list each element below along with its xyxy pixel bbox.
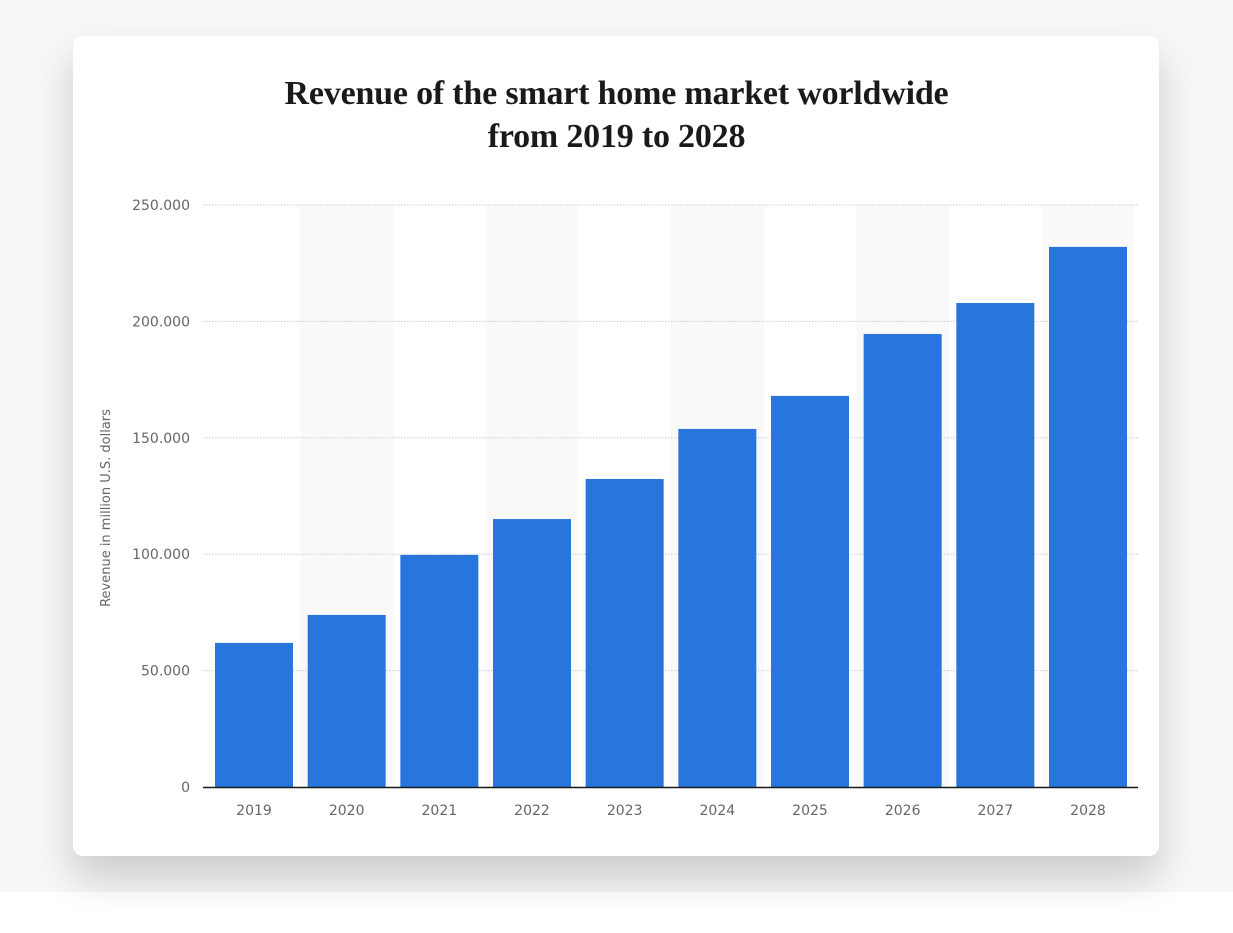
y-tick-label: 200.000 (132, 314, 190, 330)
x-tick-label: 2025 (792, 803, 828, 819)
bar-2027[interactable] (956, 303, 1035, 787)
x-tick-label: 2024 (700, 803, 736, 819)
bars (215, 246, 1127, 788)
x-tick-label: 2027 (978, 803, 1014, 819)
bar-2021[interactable] (400, 554, 479, 787)
x-tick-label: 2020 (329, 803, 365, 819)
bar-2022[interactable] (493, 519, 571, 787)
chart-title: Revenue of the smart home market worldwi… (0, 72, 1233, 158)
y-tick-label: 150.000 (132, 431, 190, 447)
x-tick-label: 2022 (514, 803, 550, 819)
x-tick-labels: 2019 2020 2021 2022 2023 2024 2025 2026 2027 2028 (236, 803, 1106, 819)
y-tick-label: 50.000 (141, 664, 190, 680)
x-tick-label: 2019 (236, 803, 272, 819)
y-tick-label: 0 (181, 780, 190, 796)
bar-2026[interactable] (863, 333, 942, 787)
bar-2024[interactable] (678, 428, 757, 787)
x-tick-label: 2021 (422, 803, 458, 819)
bar-2020[interactable] (307, 614, 386, 787)
x-tick-label: 2028 (1070, 803, 1106, 819)
x-tick-label: 2026 (885, 803, 921, 819)
y-tick-label: 250.000 (132, 198, 190, 214)
bar-2023[interactable] (585, 479, 664, 787)
y-axis-label: Revenue in million U.S. dollars (99, 409, 114, 607)
chart-title-line-1: Revenue of the smart home market worldwi… (284, 75, 949, 112)
x-tick-label: 2023 (607, 803, 643, 819)
y-tick-label: 100.000 (132, 547, 190, 563)
y-tick-labels: 0 50.000 100.000 150.000 200.000 250.000 (132, 198, 190, 796)
bar-2019[interactable] (215, 642, 293, 787)
bar-2025[interactable] (771, 395, 849, 787)
chart-title-line-2: from 2019 to 2028 (487, 118, 746, 155)
bar-2028[interactable] (1049, 246, 1127, 788)
